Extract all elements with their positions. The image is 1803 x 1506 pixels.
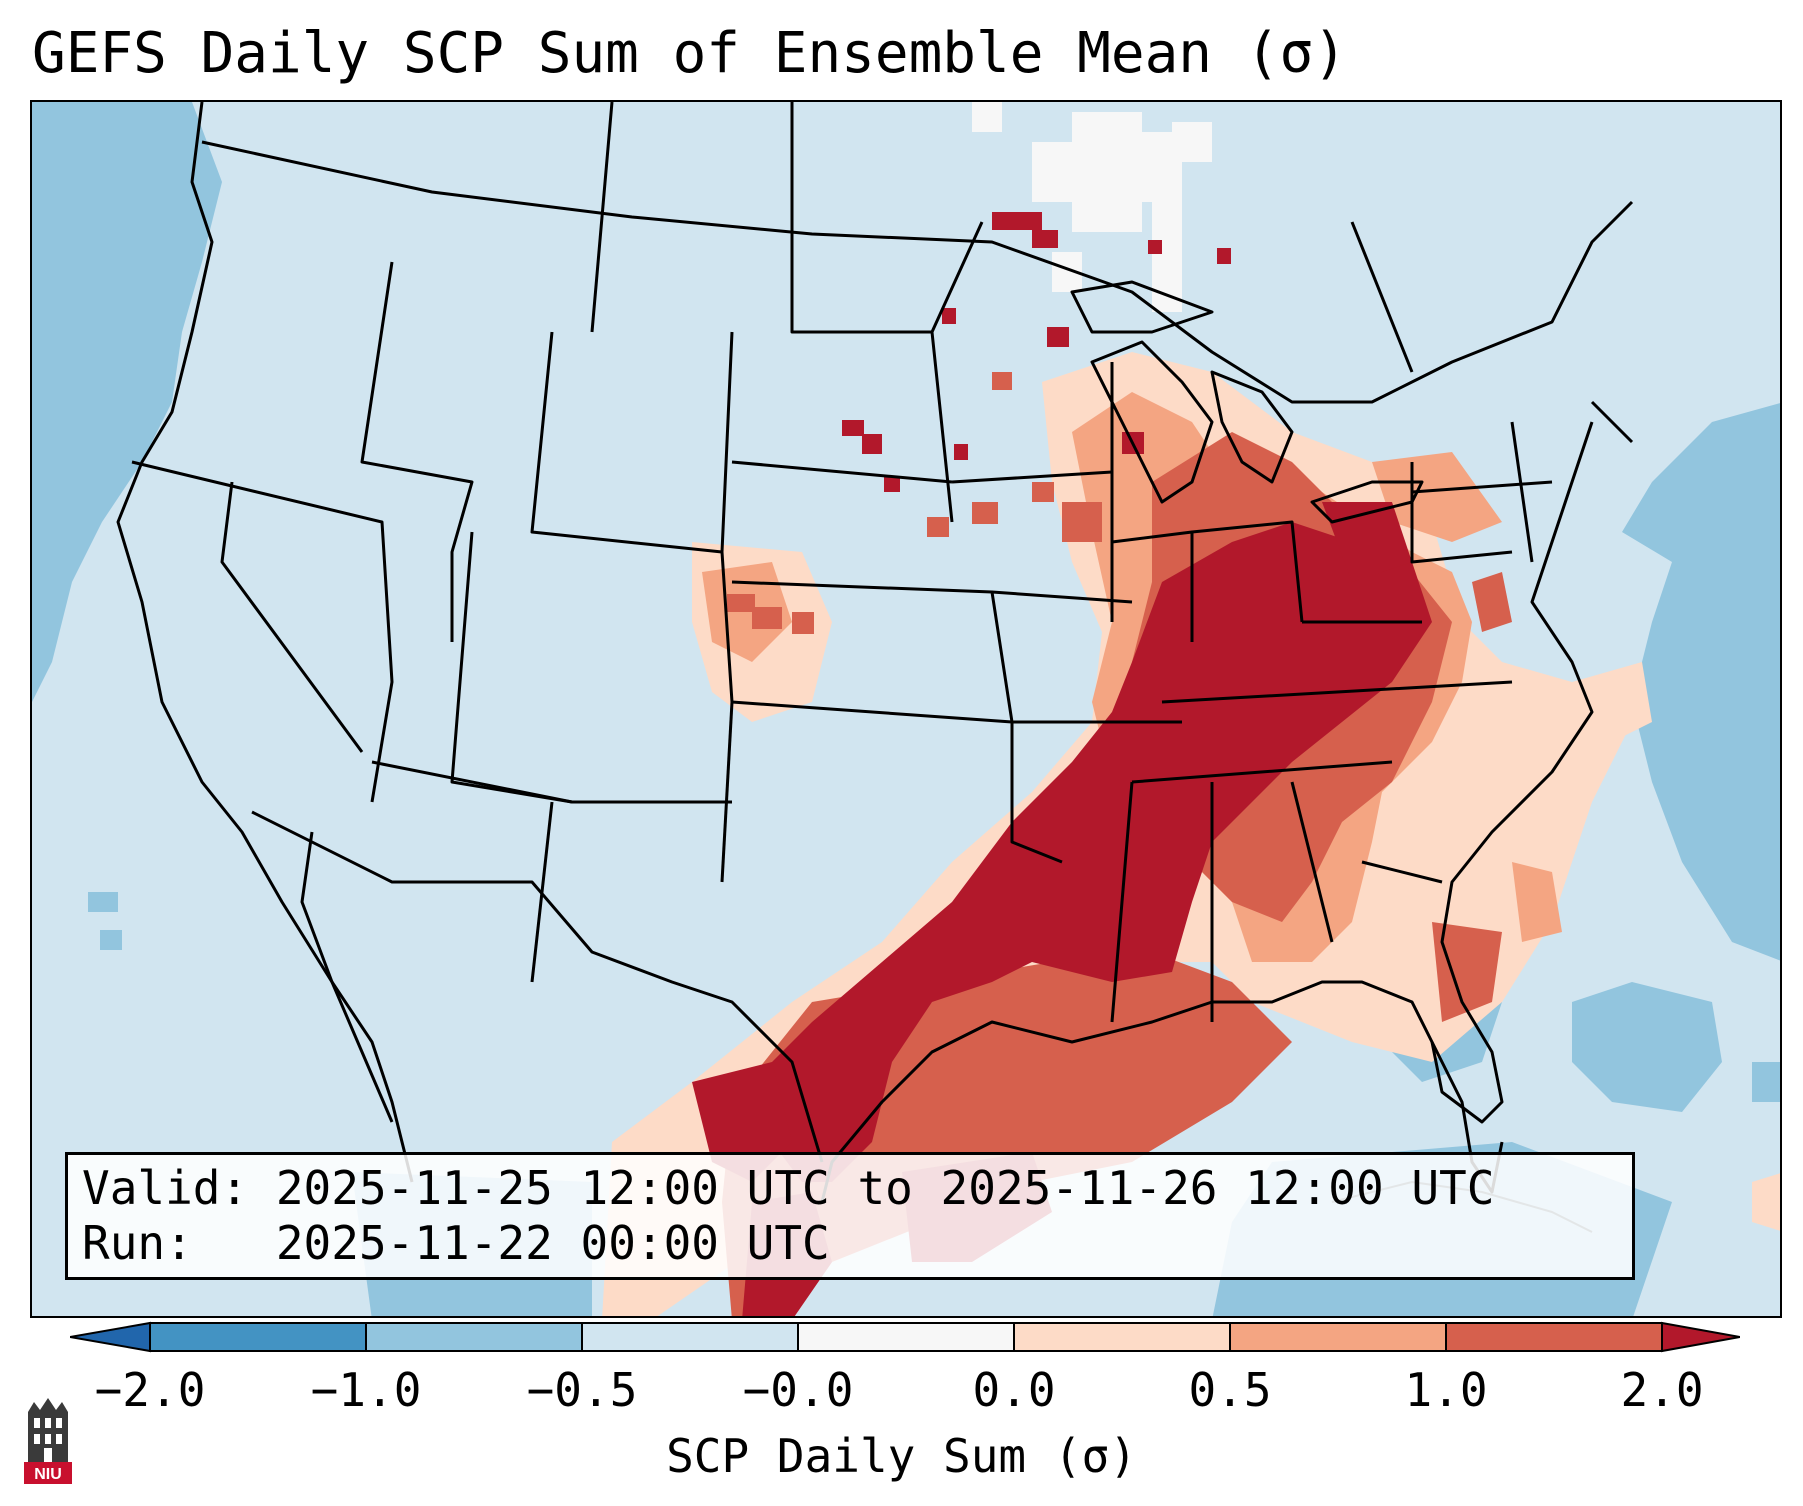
state-line — [1290, 781, 1334, 943]
state-line — [720, 701, 734, 883]
state-line — [1510, 421, 1534, 563]
state-line — [1350, 221, 1414, 373]
colorbar-title: SCP Daily Sum (σ) — [666, 1429, 1137, 1483]
west-coastline — [116, 102, 414, 1183]
colorbar-bin — [582, 1323, 798, 1351]
us-mexico-border — [251, 810, 824, 1163]
niu-logo-text: NIU — [34, 1466, 62, 1483]
valid-time-text: Valid: 2025-11-25 12:00 UTC to 2025-11-2… — [82, 1161, 1495, 1215]
state-line — [220, 481, 364, 753]
colorbar-high-extend — [1661, 1321, 1740, 1353]
state-line — [530, 331, 723, 554]
state-line — [371, 760, 573, 804]
map-panel[interactable] — [30, 100, 1782, 1318]
state-line — [731, 460, 953, 484]
state-line — [360, 261, 474, 642]
colorbar-bin — [150, 1323, 366, 1351]
colorbar-tick-marks — [149, 1323, 1663, 1351]
colorbar-bin — [798, 1323, 1014, 1351]
state-line — [1191, 520, 1304, 623]
colorbar-tick-label: −0.5 — [526, 1363, 638, 1417]
colorbar-tick-label: 0.5 — [1188, 1363, 1272, 1417]
run-time-text: Run: 2025-11-22 00:00 UTC — [82, 1216, 830, 1270]
state-line — [1361, 860, 1443, 884]
state-line — [1411, 480, 1553, 494]
lake-superior-outline — [1070, 280, 1214, 334]
map-canvas — [32, 102, 1780, 1316]
colorbar-bin — [366, 1323, 582, 1351]
colorbar — [70, 1321, 1740, 1353]
state-line — [790, 102, 932, 334]
us-canada-border — [201, 140, 1634, 404]
lake-huron-outline — [1210, 370, 1294, 484]
colorbar-low-extend — [70, 1321, 151, 1353]
state-line — [530, 801, 554, 983]
neutral-patches — [972, 102, 1212, 312]
colorbar-bin — [1014, 1323, 1230, 1351]
colorbar-bin — [1230, 1323, 1446, 1351]
state-line — [930, 221, 984, 523]
state-line — [1590, 400, 1634, 444]
state-line — [1110, 781, 1134, 1023]
state-line — [590, 102, 614, 333]
state-line — [1131, 760, 1393, 784]
valid-run-box: Valid: 2025-11-25 12:00 UTC to 2025-11-2… — [65, 1152, 1635, 1280]
colorbar-tick-label: 2.0 — [1620, 1363, 1704, 1417]
state-line — [131, 460, 394, 803]
colorbar-tick-label: 1.0 — [1404, 1363, 1488, 1417]
east-coastline — [1212, 421, 1594, 1124]
state-line — [720, 331, 1013, 724]
lake-michigan-outline — [1090, 340, 1214, 504]
baja-coastline — [300, 831, 394, 1123]
colorbar-tick-label: −0.0 — [742, 1363, 854, 1417]
state-line — [991, 590, 1133, 604]
state-line — [1161, 680, 1513, 704]
state-line — [1410, 462, 1513, 564]
state-line — [1010, 722, 1063, 864]
colorbar-tick-label: −2.0 — [94, 1363, 206, 1417]
colorbar-bin — [1446, 1323, 1662, 1351]
map-title: GEFS Daily SCP Sum of Ensemble Mean (σ) — [32, 21, 1347, 86]
colorbar-tick-label: 0.0 — [972, 1363, 1056, 1417]
lake-erie-outline — [1310, 480, 1424, 524]
niu-logo-icon: NIU — [24, 1398, 72, 1484]
state-line — [951, 470, 1113, 484]
colorbar-tick-label: −1.0 — [310, 1363, 422, 1417]
state-line — [450, 531, 732, 804]
